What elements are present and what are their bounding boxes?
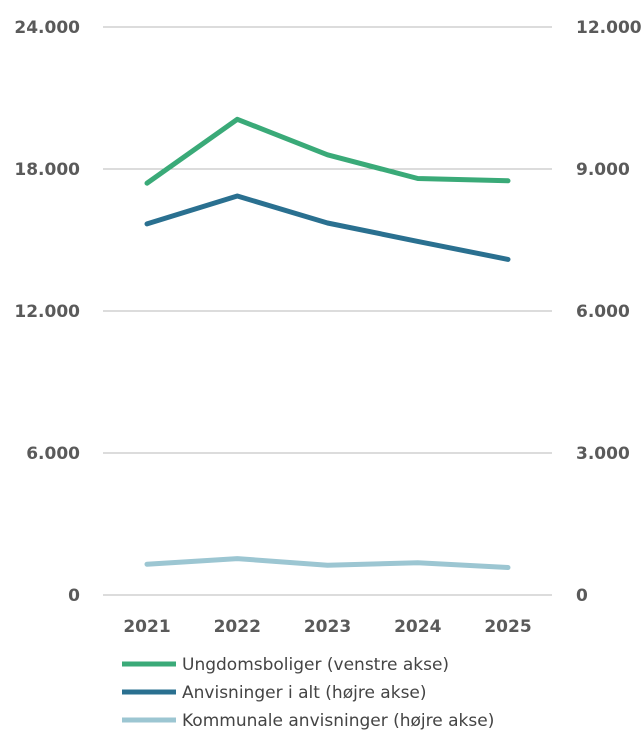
x-tick-label: 2023: [304, 617, 351, 637]
x-tick-label: 2025: [484, 617, 531, 637]
x-tick-label: 2021: [123, 617, 170, 637]
right-tick-label: 6.000: [576, 302, 630, 322]
series-line-3: [144, 556, 511, 570]
left-axis: 0 6.000 12.000 18.000 24.000: [14, 18, 80, 606]
x-tick-label: 2022: [214, 617, 261, 637]
legend-label: Anvisninger i alt (højre akse): [182, 683, 427, 703]
grid-lines: [103, 26, 552, 596]
right-tick-label: 0: [576, 586, 588, 606]
left-tick-label: 24.000: [14, 18, 80, 38]
left-tick-label: 0: [68, 586, 80, 606]
series-lines: [144, 116, 511, 570]
left-tick-label: 6.000: [26, 444, 80, 464]
right-axis: 0 3.000 6.000 9.000 12.000: [576, 18, 642, 606]
right-tick-label: 12.000: [576, 18, 642, 38]
series-line-2: [144, 193, 511, 262]
x-tick-label: 2024: [394, 617, 441, 637]
series-line-1: [144, 116, 511, 186]
left-tick-label: 18.000: [14, 160, 80, 180]
legend: Ungdomsboliger (venstre akse) Anvisninger…: [122, 655, 494, 731]
right-tick-label: 3.000: [576, 444, 630, 464]
legend-label: Ungdomsboliger (venstre akse): [182, 655, 449, 675]
x-axis: 2021 2022 2023 2024 2025: [123, 617, 531, 637]
legend-label: Kommunale anvisninger (højre akse): [182, 711, 494, 731]
right-tick-label: 9.000: [576, 160, 630, 180]
left-tick-label: 12.000: [14, 302, 80, 322]
